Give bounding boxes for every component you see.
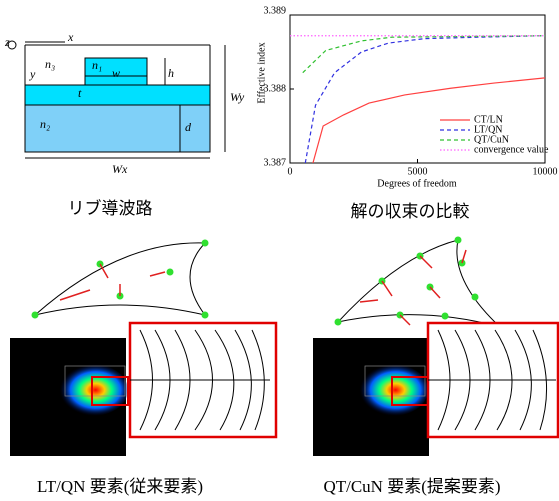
caption: リブ導波路 [68,198,153,218]
x-tick-label: 0 [288,166,293,177]
caption: QT/CuN 要素(提案要素) [323,477,500,496]
label: n₂ [40,117,50,131]
figure: z x y n₃ n₁ w h t n₂ d Wy Wx Effective i… [0,0,559,501]
x-tick-label: 5000 [408,166,428,177]
element-arrows [60,250,466,325]
field-image [10,323,558,456]
caption: 解の収束の比較 [351,202,470,221]
label: Wx [112,162,128,176]
line-series [303,36,545,73]
waveguide-diagram [8,41,225,158]
element-markers [32,237,504,331]
label: x [67,30,74,44]
label: n₁ [92,58,102,72]
y-axis-label: Effective index [256,42,267,103]
y-tick-label: 3.389 [264,5,287,16]
caption: LT/QN 要素(従来要素) [37,477,203,496]
legend-label: convergence value [474,144,549,155]
element-diagram [35,240,500,327]
x-axis-label: Degrees of freedom [377,178,457,189]
x-tick-label: 10000 [533,166,558,177]
y-tick-label: 3.387 [264,157,287,168]
label: n₃ [45,57,55,71]
label: z [4,35,10,49]
label: w [112,66,120,80]
y-tick-label: 3.388 [264,83,287,94]
label: y [29,67,36,81]
label: d [185,120,192,134]
label: h [168,66,174,80]
label: Wy [230,90,245,104]
